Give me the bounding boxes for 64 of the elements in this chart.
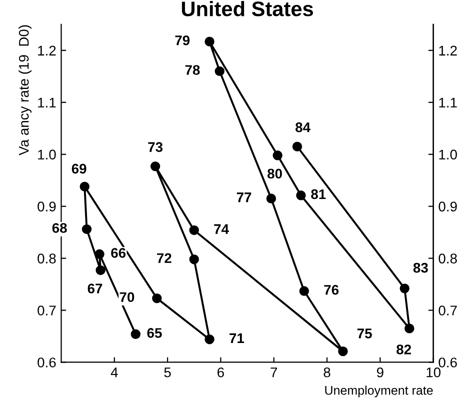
x-tick-label: 4	[110, 368, 118, 378]
y2-tick-label: 1.1	[439, 98, 457, 108]
point	[296, 190, 306, 200]
x-tick-label: 9	[376, 367, 384, 378]
annotation: 76	[324, 284, 339, 295]
point	[150, 161, 160, 172]
y-tick-label: 1.0	[38, 150, 56, 160]
annotation: 66	[111, 248, 126, 258]
point	[96, 265, 106, 276]
y-axis-title: Va ancy rate (19 D0)	[18, 25, 32, 156]
point	[82, 224, 92, 234]
y2-tick-label: 1.0	[439, 150, 457, 160]
annotation: 82	[396, 344, 412, 354]
point	[338, 346, 348, 356]
chart-title: United States	[182, 0, 313, 16]
annotation: 69	[72, 164, 86, 174]
annotation: 72	[157, 253, 172, 263]
point	[189, 225, 199, 236]
point	[204, 36, 214, 46]
point	[80, 182, 90, 192]
point	[272, 150, 282, 160]
y2-tick-label: 0.7	[438, 306, 457, 316]
y2-tick-label: 0.8	[438, 254, 457, 264]
annotation: 68	[52, 223, 67, 233]
x-tick-label: 8	[324, 367, 330, 378]
y-tick-label: 0.9	[38, 202, 56, 212]
annotation: 75	[357, 328, 372, 338]
point	[299, 286, 310, 296]
x-tick-label: 7	[270, 368, 278, 378]
annotation: 77	[236, 192, 252, 202]
point	[94, 249, 104, 259]
annotation: 78	[185, 65, 200, 75]
x-tick-label: 5	[164, 368, 171, 378]
annotation: 84	[296, 122, 310, 132]
point	[204, 334, 214, 344]
point	[214, 66, 224, 76]
x-axis-title: Unemployment rate	[325, 386, 433, 398]
annotation: 71	[230, 333, 244, 343]
annotation: 83	[413, 262, 428, 273]
point	[266, 194, 276, 204]
y-tick-label: 1.2	[38, 46, 56, 56]
annotation: 81	[311, 189, 326, 200]
annotation: 73	[148, 142, 163, 152]
y-tick-label: 0.7	[38, 306, 56, 316]
annotation: 70	[120, 292, 134, 302]
y-tick-label: 0.8	[38, 254, 56, 264]
y2-tick-label: 0.9	[438, 202, 457, 212]
y2-tick-label: 1.2	[439, 46, 457, 56]
annotation: 74	[214, 224, 229, 234]
x-tick-label: 10	[426, 367, 440, 378]
point	[404, 324, 414, 334]
point	[400, 284, 410, 294]
point	[152, 293, 162, 304]
point	[189, 254, 199, 264]
y-tick-label: 0.6	[38, 358, 56, 368]
x-tick-label: 6	[218, 367, 224, 378]
annotation: 67	[88, 284, 102, 294]
point	[292, 142, 302, 152]
annotation: 80	[268, 168, 282, 179]
y-tick-label: 1.1	[38, 98, 56, 108]
y2-tick-label: 0.6	[438, 358, 457, 368]
annotation: 79	[175, 35, 190, 46]
annotation: 65	[147, 328, 162, 338]
point	[130, 329, 141, 340]
